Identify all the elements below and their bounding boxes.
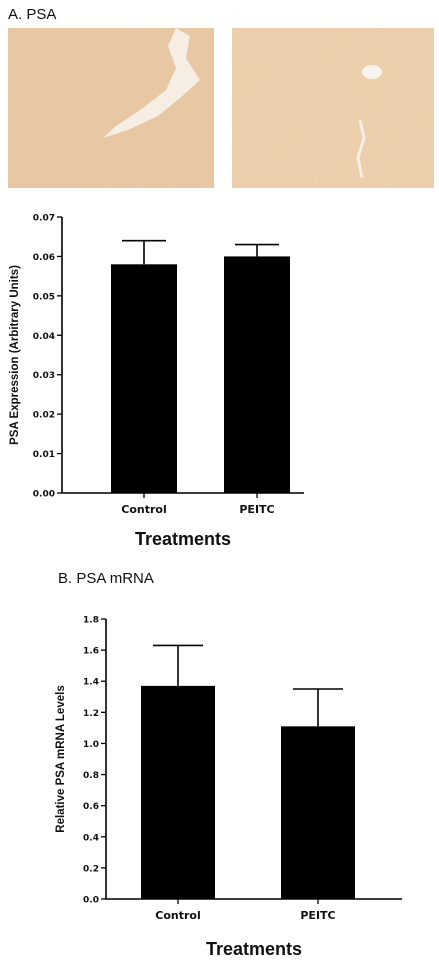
y-tick-label: 1.0 [83, 740, 99, 750]
x-axis-title: Treatments [135, 529, 231, 549]
y-axis-title: PSA Expression (Arbitrary Units) [9, 265, 21, 445]
y-tick-label: 0.06 [33, 253, 55, 263]
y-tick-label: 1.8 [83, 616, 99, 626]
peitc-ihc-image [232, 28, 434, 188]
bar-control [111, 264, 177, 493]
y-tick-label: 1.6 [83, 647, 99, 657]
y-tick-label: 0.00 [33, 490, 55, 500]
x-tick-label: PEITC [300, 909, 335, 922]
x-axis-title: Treatments [206, 939, 302, 959]
psa-expression-chart: 0.00 0.01 0.02 0.03 0.04 0.05 0.06 0.07 Control P… [9, 214, 304, 549]
y-tick-label: 0.05 [33, 292, 55, 302]
psa-mrna-chart: 0.0 0.2 0.4 0.6 0.8 1.0 1.2 1.4 1.6 1.8 Control PEI… [55, 616, 402, 959]
x-tick-label: PEITC [239, 503, 274, 516]
y-tick-label: 0.03 [33, 371, 55, 381]
y-tick-label: 0.04 [33, 332, 55, 342]
y-tick-label: 1.4 [83, 678, 99, 688]
y-axis-title: Relative PSA mRNA Levels [55, 685, 67, 832]
y-tick-label: 0.02 [33, 411, 55, 421]
y-tick-label: 0.4 [83, 833, 99, 843]
y-tick-label: 0.07 [33, 214, 55, 224]
y-tick-label: 0.0 [83, 896, 99, 906]
bar-peitc [224, 256, 290, 493]
panel-b-label: B. PSA mRNA [58, 570, 154, 587]
y-tick-label: 0.2 [83, 864, 99, 874]
panel-a-label: A. PSA [8, 6, 57, 23]
bar-control [141, 685, 215, 899]
x-tick-label: Control [121, 503, 166, 516]
y-tick-label: 0.01 [33, 450, 55, 460]
y-tick-label: 0.8 [83, 771, 99, 781]
y-tick-label: 0.6 [83, 802, 99, 812]
x-tick-label: Control [155, 909, 200, 922]
y-tick-label: 1.2 [83, 709, 99, 719]
control-ihc-image [8, 28, 214, 188]
bar-peitc [281, 726, 355, 899]
